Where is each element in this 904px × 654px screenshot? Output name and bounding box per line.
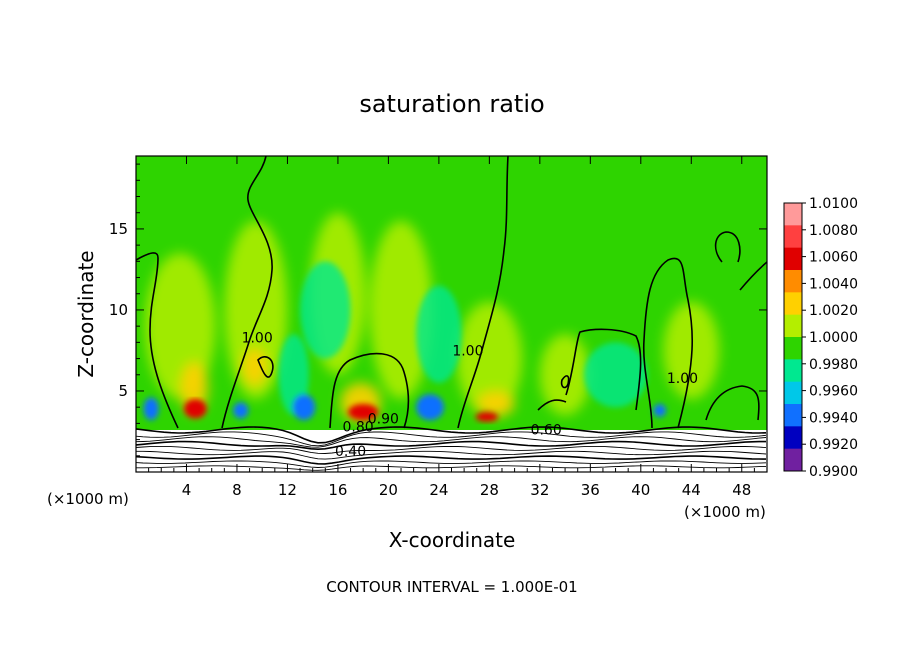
boundary-contour-line xyxy=(136,445,767,454)
colorbar-label: 0.9980 xyxy=(809,357,858,373)
x-tick-label: 24 xyxy=(429,481,448,499)
colorbar-label: 0.9940 xyxy=(809,410,858,426)
x-tick-label: 20 xyxy=(379,481,398,499)
contour-labels: 1.00 1.00 1.00 0.800.90 0.60 0.40 xyxy=(242,330,698,459)
contour-line xyxy=(537,399,567,411)
contour-label: 0.60 xyxy=(531,423,562,439)
chart-title: saturation ratio xyxy=(359,90,544,118)
colorbar: 1.0100 1.0080 1.0060 1.0040 1.0020 1.0000 0.99… xyxy=(783,196,858,480)
colorbar-label: 1.0020 xyxy=(809,303,858,319)
hot-spots xyxy=(183,399,499,422)
y-tick-label: 5 xyxy=(118,382,128,400)
contour-line xyxy=(221,156,273,429)
colorbar-swatch xyxy=(784,247,802,271)
x-tick-label: 8 xyxy=(232,481,242,499)
dry-pocket xyxy=(300,261,351,359)
colorbar-swatch xyxy=(784,426,802,450)
colorbar-swatch xyxy=(784,359,802,383)
boundary-contour-line xyxy=(136,436,767,448)
dry-core xyxy=(143,397,159,421)
contour-line xyxy=(329,352,410,429)
boundary-layer-contours xyxy=(136,426,767,471)
y-axis-title: Z-coordinate xyxy=(74,250,98,377)
x-tick-label: 40 xyxy=(631,481,650,499)
colorbar-swatch xyxy=(784,225,802,249)
x-tick-label: 4 xyxy=(182,481,192,499)
y-tick-label: 10 xyxy=(109,301,128,319)
boundary-contour-line xyxy=(136,465,767,471)
contour-label: 0.80 xyxy=(343,419,374,435)
colorbar-swatch xyxy=(784,404,802,427)
dry-core xyxy=(653,403,667,417)
boundary-contour-line xyxy=(136,431,767,447)
y-tick-label: 15 xyxy=(109,220,128,238)
colorbar-label: 1.0060 xyxy=(809,250,858,266)
contour-line xyxy=(739,261,767,291)
plot-area: 1.00 1.00 1.00 0.800.90 0.60 0.40 xyxy=(136,156,767,472)
warm-core xyxy=(476,390,515,417)
contour-label: 1.00 xyxy=(242,330,273,346)
contour-label: 1.00 xyxy=(452,343,483,359)
colorbar-label: 1.0080 xyxy=(809,223,858,239)
moist-plume xyxy=(456,301,523,416)
supersaturation-peak xyxy=(183,399,207,419)
contour-label: 0.90 xyxy=(368,411,399,427)
moist-plume xyxy=(144,253,216,400)
colorbar-label: 1.0000 xyxy=(809,330,858,346)
contour-line xyxy=(560,375,570,389)
contour-label: 1.00 xyxy=(667,371,698,387)
contour-line xyxy=(257,356,274,378)
boundary-contour-line xyxy=(136,440,766,451)
colorbar-swatch xyxy=(784,203,802,226)
dry-core xyxy=(416,394,444,421)
contour-line xyxy=(705,385,760,421)
dry-pockets xyxy=(143,261,667,421)
boundary-contour-line xyxy=(136,426,767,444)
dry-pocket xyxy=(584,342,648,408)
x-unit-label-left: (×1000 m) xyxy=(47,490,129,508)
dry-core xyxy=(292,394,316,421)
colorbar-label: 0.9920 xyxy=(809,437,858,453)
x-axis-title: X-coordinate xyxy=(389,528,516,552)
x-axis: 4 8 12 16 20 24 28 32 36 40 44 48 xyxy=(148,156,755,499)
moist-plume xyxy=(539,334,591,416)
x-tick-label: 16 xyxy=(328,481,347,499)
x-tick-label: 44 xyxy=(682,481,701,499)
dry-pocket xyxy=(416,285,462,383)
contour-line xyxy=(136,252,179,429)
x-tick-label: 32 xyxy=(530,481,549,499)
y-axis: 5 10 15 xyxy=(109,163,767,457)
boundary-contour-line xyxy=(136,450,767,460)
colorbar-label: 0.9900 xyxy=(809,464,858,480)
x-tick-label: 48 xyxy=(732,481,751,499)
saturation-contours xyxy=(136,156,767,429)
contour-line xyxy=(642,257,694,429)
contour-interval-note: CONTOUR INTERVAL = 1.000E-01 xyxy=(326,578,577,596)
colorbar-swatch xyxy=(784,381,802,405)
x-tick-label: 12 xyxy=(278,481,297,499)
contour-line xyxy=(457,156,509,429)
x-tick-label: 28 xyxy=(480,481,499,499)
colorbar-swatch xyxy=(784,270,802,293)
colorbar-label: 1.0040 xyxy=(809,276,858,292)
dry-core xyxy=(233,402,249,419)
colorbar-label: 1.0100 xyxy=(809,196,858,212)
colorbar-swatch xyxy=(784,448,802,472)
boundary-contour-line xyxy=(136,455,767,465)
boundary-contour-line xyxy=(136,460,767,468)
x-unit-label-right: (×1000 m) xyxy=(684,503,766,521)
colorbar-swatch xyxy=(784,292,802,316)
colorbar-swatch xyxy=(784,337,802,360)
supersaturation-peak xyxy=(348,403,379,421)
colorbar-label: 0.9960 xyxy=(809,384,858,400)
colorbar-swatch xyxy=(784,314,802,338)
supersaturation-peak xyxy=(475,412,499,422)
contour-label: 0.40 xyxy=(335,444,366,460)
contour-line xyxy=(714,231,741,263)
contour-line xyxy=(565,328,642,411)
x-tick-label: 36 xyxy=(581,481,600,499)
